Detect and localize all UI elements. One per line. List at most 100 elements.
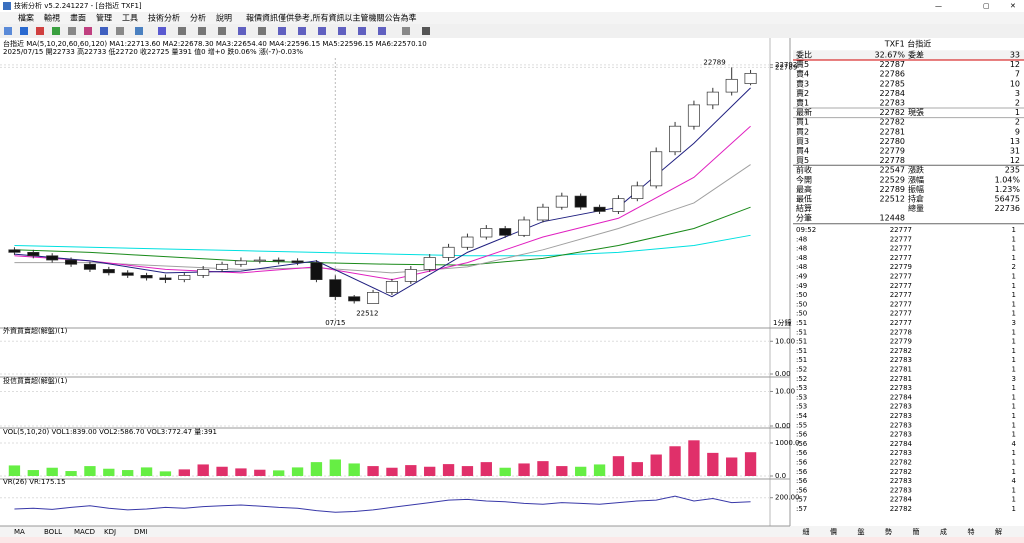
- quote-cell: 持倉: [908, 194, 924, 204]
- indicator-tab[interactable]: MA: [14, 528, 25, 536]
- tick-volume: 1: [1012, 226, 1016, 234]
- volume-bar: [197, 464, 209, 476]
- tick-time: 09:52: [796, 226, 816, 234]
- tick-time: :52: [796, 375, 807, 383]
- quote-cell: 委差: [908, 50, 924, 60]
- candle-body: [593, 206, 606, 212]
- quote-cell: 22736: [995, 204, 1020, 213]
- candle-body: [272, 259, 285, 262]
- menu-item[interactable]: 管理: [96, 13, 112, 23]
- volume-bar: [631, 462, 643, 476]
- candle-body: [310, 262, 323, 280]
- quote-tab[interactable]: 盤: [858, 527, 865, 536]
- tick-time: :52: [796, 366, 807, 374]
- tick-price: 22782: [890, 505, 912, 513]
- tick-volume: 4: [1012, 440, 1017, 448]
- indicator-tab[interactable]: DMI: [134, 528, 148, 536]
- tick-volume: 2: [1012, 263, 1016, 271]
- tick-time: :54: [796, 412, 808, 420]
- tick-time: :50: [796, 300, 807, 308]
- volume-bar: [575, 466, 587, 476]
- menu-item[interactable]: 說明: [216, 13, 232, 23]
- tick-volume: 1: [1012, 505, 1016, 513]
- volume-bar: [688, 440, 700, 476]
- indicator-tab[interactable]: MACD: [74, 528, 95, 536]
- menu-item[interactable]: 分析: [190, 13, 206, 23]
- quote-tab[interactable]: 簡: [913, 527, 920, 536]
- volume-bar: [707, 452, 719, 476]
- candle-body: [650, 151, 663, 187]
- y-tick-label: 10.00: [775, 337, 795, 345]
- window-title: 技術分析 v5.2.241227 - [台指近 TXF1]: [14, 1, 142, 10]
- quote-cell: 最新: [796, 107, 812, 117]
- quote-tab[interactable]: 勢: [885, 527, 892, 536]
- candle-body: [499, 228, 512, 236]
- tick-volume: 1: [1012, 449, 1016, 457]
- tick-time: :48: [796, 263, 807, 271]
- volume-bar: [27, 470, 39, 476]
- quote-cell: 22781: [880, 127, 905, 136]
- menu-item[interactable]: 畫面: [70, 13, 86, 23]
- tick-volume: 1: [1012, 356, 1016, 364]
- candle-body: [669, 125, 682, 153]
- tick-volume: 1: [1012, 254, 1016, 262]
- maximize[interactable]: ▢: [983, 2, 990, 10]
- moving-average: [14, 206, 751, 266]
- tick-time: :56: [796, 486, 808, 494]
- menu-item[interactable]: 工具: [122, 14, 138, 23]
- candle-body: [216, 263, 229, 270]
- y-tick-label: 0.00: [775, 370, 791, 378]
- candle-body: [348, 296, 361, 302]
- candle-body: [423, 257, 436, 270]
- tick-time: :56: [796, 477, 808, 485]
- tick-time: :48: [796, 254, 807, 262]
- tick-price: 22784: [890, 393, 913, 401]
- candle-body: [612, 198, 625, 212]
- quote-tab[interactable]: 價: [830, 527, 837, 536]
- quote-cell: 22782: [880, 108, 905, 117]
- scale-label: 1分鐘: [773, 318, 791, 327]
- candle-body: [121, 272, 134, 276]
- minimize[interactable]: —: [935, 2, 942, 10]
- quote-cell: 賣4: [796, 69, 809, 79]
- quote-tab[interactable]: 成: [940, 527, 947, 536]
- volume-bar: [291, 467, 304, 476]
- quote-cell: 2: [1015, 118, 1020, 127]
- bottom-tabs: [0, 526, 790, 537]
- candle-body: [480, 228, 493, 238]
- tick-price: 22777: [890, 245, 912, 253]
- tick-price: 22778: [890, 328, 912, 336]
- volume-bar: [159, 471, 172, 476]
- quote-cell: 12: [1010, 60, 1020, 69]
- quote-cell: 22779: [880, 147, 905, 156]
- quote-cell: 22512: [880, 195, 905, 204]
- quote-cell: 前收: [796, 165, 812, 175]
- volume-bar: [348, 463, 360, 476]
- moving-average: [14, 125, 751, 281]
- candle-body: [253, 259, 266, 262]
- quote-cell: 1.23%: [995, 185, 1021, 194]
- menu-item[interactable]: 技術分析: [148, 13, 180, 23]
- indicator-tab[interactable]: KDJ: [104, 528, 116, 536]
- tick-price: 22779: [890, 263, 912, 271]
- indicator-tab[interactable]: BOLL: [44, 528, 62, 536]
- quote-tabs: [790, 526, 1024, 537]
- quote-tab[interactable]: 細: [803, 527, 810, 536]
- tick-price: 22783: [890, 412, 912, 420]
- tick-price: 22777: [890, 310, 912, 318]
- price-annotation: 22512: [356, 310, 378, 318]
- tick-price: 22781: [890, 375, 912, 383]
- close[interactable]: ✕: [1010, 2, 1016, 10]
- y-tick-label: 0.0: [775, 472, 786, 480]
- tick-volume: 1: [1012, 282, 1016, 290]
- menu-item[interactable]: 檔案: [18, 13, 34, 23]
- quote-tab[interactable]: 特: [968, 527, 975, 536]
- tick-time: :56: [796, 459, 808, 467]
- quote-tab[interactable]: 解: [995, 527, 1002, 536]
- volume-bar: [556, 466, 568, 476]
- candle-body: [178, 275, 191, 280]
- volume-bar: [424, 466, 436, 476]
- quote-cell: 買5: [796, 156, 809, 165]
- volume-bar: [178, 469, 190, 476]
- menu-item[interactable]: 輸視: [44, 13, 60, 23]
